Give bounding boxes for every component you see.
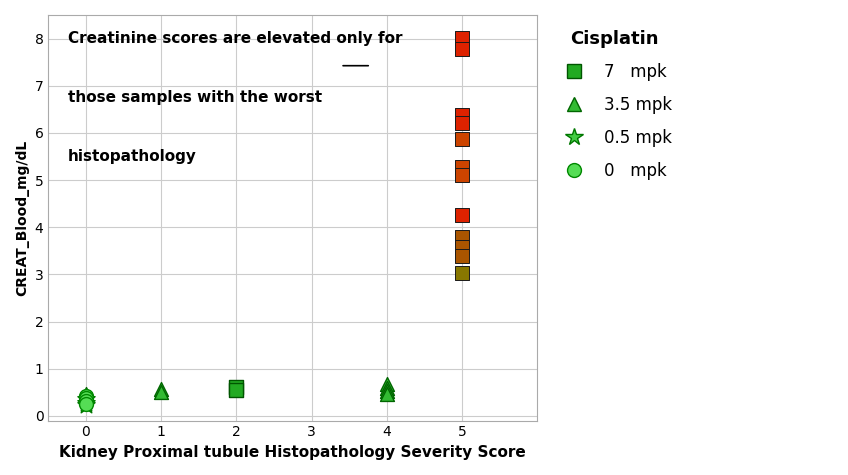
Point (230, 386, 243, 394)
Point (79, 390, 92, 398)
Point (455, 119, 469, 126)
Point (455, 135, 469, 142)
Y-axis label: CREAT_Blood_mg/dL: CREAT_Blood_mg/dL (15, 140, 29, 296)
Point (455, 252, 469, 259)
Point (380, 390, 393, 398)
Point (154, 385, 168, 393)
Point (79, 400, 92, 408)
Point (79, 392, 92, 399)
Point (380, 384, 393, 391)
Point (455, 111, 469, 119)
Point (380, 380, 393, 388)
Point (79, 396, 92, 403)
Point (79, 399, 92, 407)
Point (455, 171, 469, 179)
Point (455, 270, 469, 277)
Point (380, 388, 393, 395)
Point (455, 34, 469, 41)
Legend: 7   mpk, 3.5 mpk, 0.5 mpk, 0   mpk: 7 mpk, 3.5 mpk, 0.5 mpk, 0 mpk (550, 23, 678, 187)
Point (455, 243, 469, 251)
Point (455, 212, 469, 219)
Text: Creatinine scores are elevated only for: Creatinine scores are elevated only for (68, 31, 402, 46)
Point (455, 45, 469, 53)
Text: histopathology: histopathology (68, 149, 197, 164)
Point (79, 398, 92, 405)
Point (79, 402, 92, 409)
Point (154, 389, 168, 396)
Point (455, 163, 469, 171)
Point (230, 383, 243, 390)
X-axis label: Kidney Proximal tubule Histopathology Severity Score: Kidney Proximal tubule Histopathology Se… (59, 445, 527, 460)
Point (79, 395, 92, 402)
Point (79, 393, 92, 401)
Text: those samples with the worst: those samples with the worst (68, 90, 322, 105)
Point (455, 233, 469, 240)
